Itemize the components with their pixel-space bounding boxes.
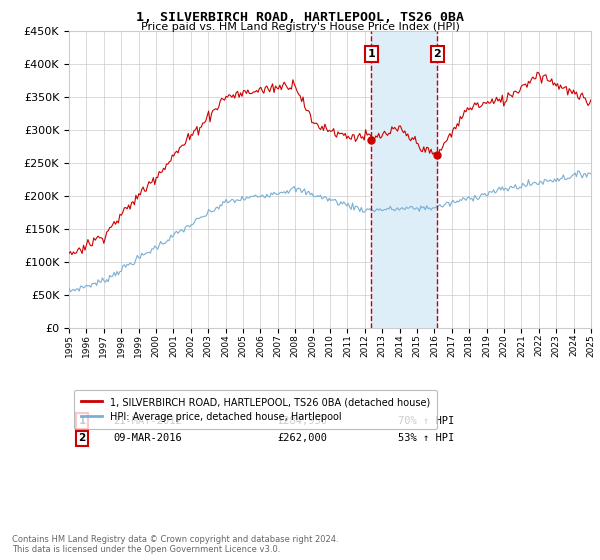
Text: Price paid vs. HM Land Registry's House Price Index (HPI): Price paid vs. HM Land Registry's House … [140,22,460,32]
Text: £284,950: £284,950 [278,416,328,426]
Text: 2: 2 [433,49,441,59]
Text: 70% ↑ HPI: 70% ↑ HPI [398,416,454,426]
Text: 1: 1 [367,49,375,59]
Legend: 1, SILVERBIRCH ROAD, HARTLEPOOL, TS26 0BA (detached house), HPI: Average price, : 1, SILVERBIRCH ROAD, HARTLEPOOL, TS26 0B… [74,390,437,429]
Text: 1: 1 [79,416,86,426]
Text: 2: 2 [79,433,86,444]
Text: 1, SILVERBIRCH ROAD, HARTLEPOOL, TS26 0BA: 1, SILVERBIRCH ROAD, HARTLEPOOL, TS26 0B… [136,11,464,24]
Text: Contains HM Land Registry data © Crown copyright and database right 2024.
This d: Contains HM Land Registry data © Crown c… [12,535,338,554]
Text: £262,000: £262,000 [278,433,328,444]
Text: 21-MAY-2012: 21-MAY-2012 [113,416,182,426]
Bar [371,31,437,328]
Text: 53% ↑ HPI: 53% ↑ HPI [398,433,454,444]
Text: 09-MAR-2016: 09-MAR-2016 [113,433,182,444]
